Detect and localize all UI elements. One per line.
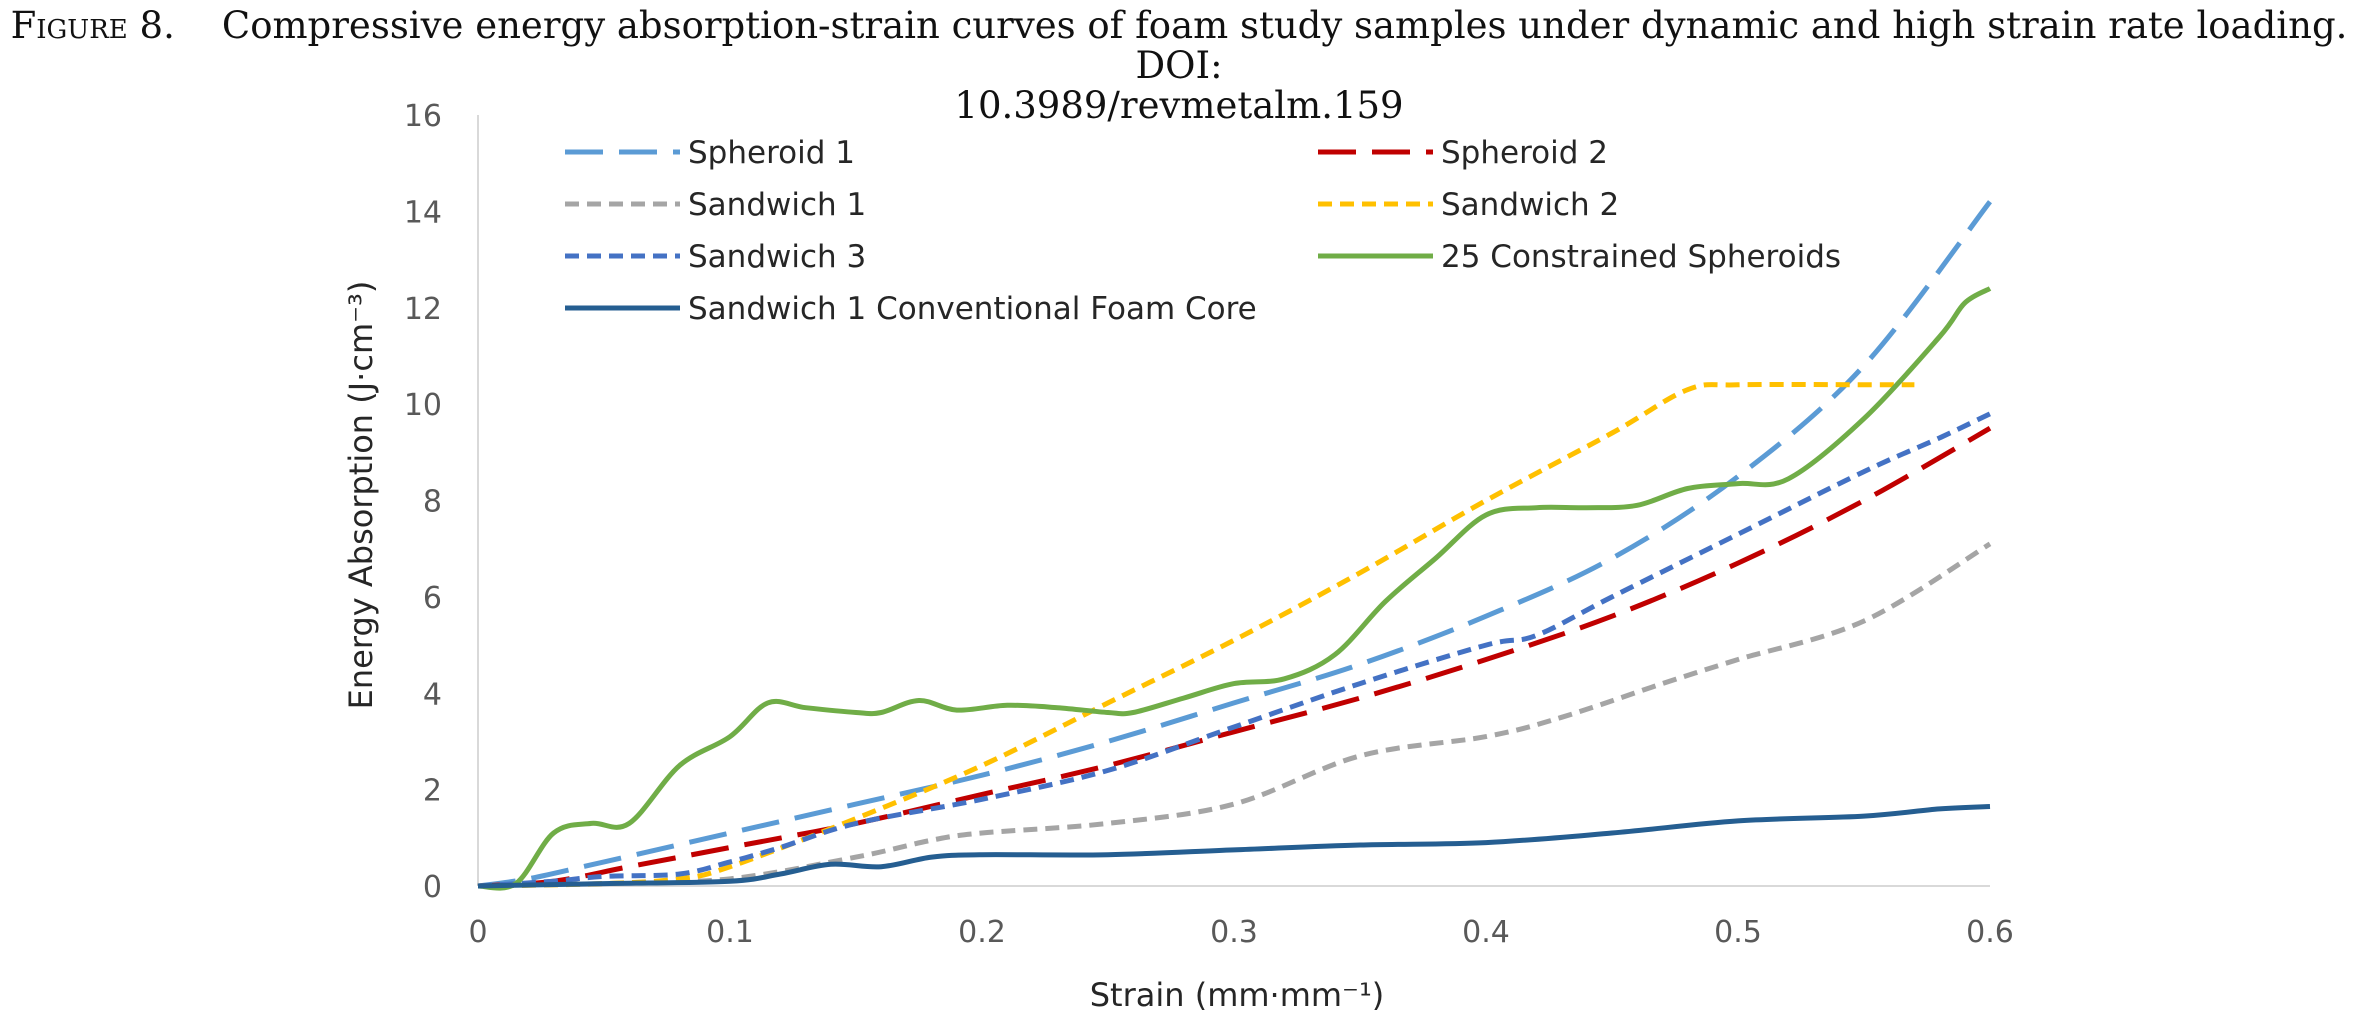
series-line-25-constrained-spheroids [477, 286, 1992, 891]
x-tick-label: 0.4 [1462, 915, 1510, 950]
legend-label-sandwich-1: Sandwich 1 [688, 187, 866, 223]
y-tick-label: 4 [423, 677, 442, 712]
x-tick-label: 0 [468, 915, 487, 950]
legend-label-sandwich-1-conventional-foam-core: Sandwich 1 Conventional Foam Core [688, 291, 1257, 327]
y-tick-label: 8 [423, 485, 442, 520]
x-tick-label: 0.5 [1714, 915, 1762, 950]
y-tick-label: 16 [404, 99, 442, 134]
y-tick-label: 0 [423, 870, 442, 905]
series-line-sandwich-3 [477, 411, 1992, 889]
legend-label-spheroid-1: Spheroid 1 [688, 135, 855, 171]
series-line-spheroid-2 [477, 426, 1992, 889]
chart-axes: 0 2 4 6 8 10 12 14 16 0 0.1 0.2 0.3 0.4 0.5 0.6 [404, 99, 2014, 950]
chart-series [477, 200, 1992, 891]
series-line-sandwich-1-conventional-foam-core [477, 804, 1991, 889]
legend-label-sandwich-2: Sandwich 2 [1441, 187, 1619, 223]
y-tick-label: 2 [423, 774, 442, 809]
x-tick-label: 0.6 [1966, 915, 2014, 950]
y-tick-label: 10 [404, 388, 442, 423]
caption-text-1: Compressive energy absorption-strain cur… [221, 4, 2348, 87]
legend-label-spheroid-2: Spheroid 2 [1441, 135, 1608, 171]
legend-label-sandwich-3: Sandwich 3 [688, 239, 866, 275]
chart-legend: Spheroid 1 Spheroid 2 Sandwich 1 Sandwich 2… [565, 135, 1841, 327]
y-tick-label: 14 [404, 195, 442, 230]
y-axis-title: Energy Absorption (J·cm⁻³) [342, 281, 380, 710]
figure-label: Figure 8. [10, 4, 175, 47]
figure-caption: Figure 8. Compressive energy absorption-… [0, 6, 2358, 126]
x-axis-title: Strain (mm·mm⁻¹) [1090, 976, 1385, 1013]
series-line-sandwich-1 [477, 541, 1992, 889]
x-tick-label: 0.1 [706, 915, 754, 950]
x-tick-label: 0.2 [958, 915, 1006, 950]
series-line-sandwich-2 [477, 381, 1915, 889]
x-tick-label: 0.3 [1210, 915, 1258, 950]
caption-line-2: 10.3989/revmetalm.159 [954, 84, 1404, 127]
y-tick-label: 6 [423, 581, 442, 616]
y-tick-label: 12 [404, 292, 442, 327]
series-line-spheroid-1 [477, 200, 1992, 889]
legend-label-25-constrained-spheroids: 25 Constrained Spheroids [1441, 239, 1841, 275]
caption-line-1: Figure 8. Compressive energy absorption-… [0, 6, 2358, 86]
